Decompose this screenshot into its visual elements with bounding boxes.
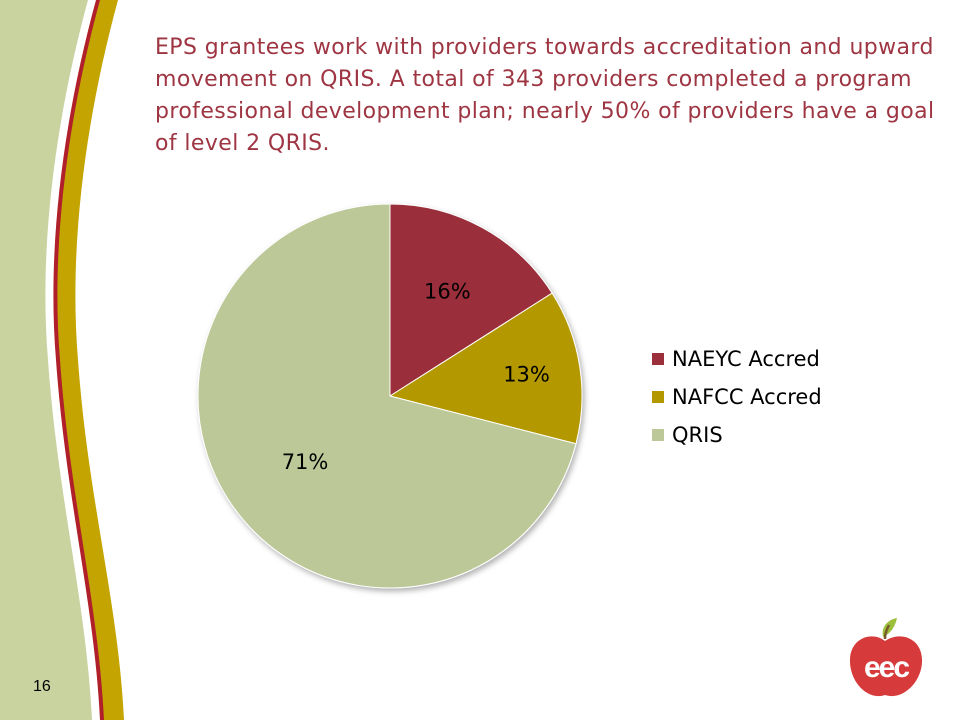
pie-slice-1 — [389, 203, 553, 397]
pie-data-label-2: 13% — [503, 362, 550, 386]
legend-swatch — [652, 391, 664, 403]
legend-item-1: NAEYC Accred — [652, 340, 822, 378]
pie-chart: 16% 13% 71% — [197, 203, 583, 589]
legend-swatch — [652, 353, 664, 365]
slide-title: EPS grantees work with providers towards… — [155, 35, 935, 156]
pie-data-label-1: 16% — [424, 280, 471, 304]
legend-swatch — [652, 429, 664, 441]
pie-data-label-3: 71% — [282, 450, 329, 474]
legend-label: NAEYC Accred — [672, 347, 820, 371]
logo-apple-icon — [849, 636, 923, 697]
slide-number: 16 — [33, 678, 51, 695]
side-green-panel — [0, 0, 92, 720]
pie-slice-3 — [197, 203, 577, 589]
legend-item-3: QRIS — [652, 416, 822, 454]
chart-legend: NAEYC Accred NAFCC Accred QRIS — [652, 340, 822, 454]
pie-slice-2 — [388, 292, 583, 445]
eec-logo: eec — [849, 618, 923, 697]
logo-stem-icon — [883, 624, 891, 640]
logo-text: eec — [864, 651, 909, 684]
legend-label: QRIS — [672, 423, 723, 447]
legend-label: NAFCC Accred — [672, 385, 822, 409]
legend-item-2: NAFCC Accred — [652, 378, 822, 416]
side-decoration — [0, 0, 124, 720]
